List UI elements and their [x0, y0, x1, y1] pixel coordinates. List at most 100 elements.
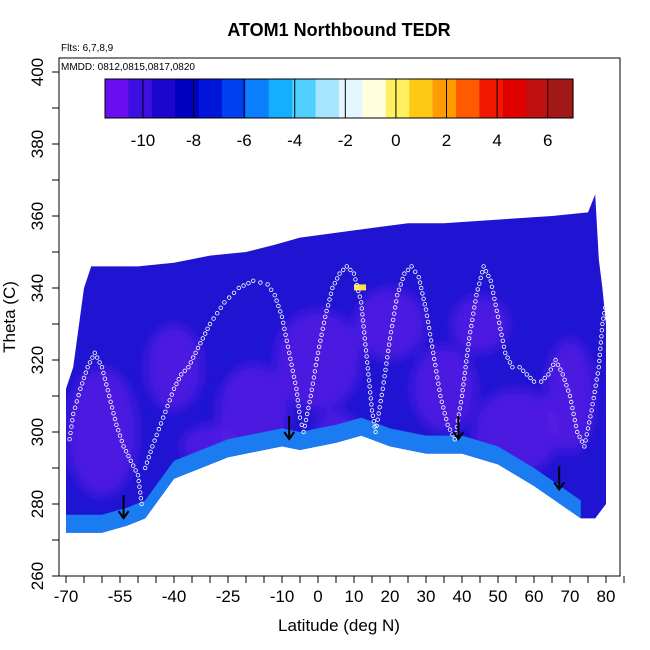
track-point [375, 417, 380, 422]
track-point [318, 338, 323, 343]
y-tick-label: 360 [28, 202, 47, 230]
track-point [94, 355, 100, 360]
colorbar-cell [315, 79, 340, 118]
track-point [598, 340, 604, 345]
track-point [354, 282, 360, 288]
track-point [599, 328, 605, 333]
x-tick-label: 30 [417, 587, 436, 606]
track-point [357, 294, 362, 299]
track-point [285, 344, 291, 349]
track-point [457, 406, 463, 411]
track-point [313, 362, 319, 368]
track-point [500, 338, 505, 343]
colorbar-tick-label: 2 [442, 131, 451, 150]
track-point [319, 332, 324, 337]
track-point [117, 433, 123, 438]
track-point [521, 368, 526, 373]
track-point [459, 393, 465, 399]
track-point [171, 386, 177, 391]
track-point [314, 356, 320, 362]
x-tick-label: -55 [108, 587, 133, 606]
track-point [193, 350, 198, 355]
track-point [79, 381, 85, 386]
track-point [360, 318, 366, 323]
track-point [335, 276, 340, 281]
track-point [600, 321, 605, 327]
track-point [524, 372, 529, 377]
track-point [363, 342, 368, 347]
track-point [416, 275, 421, 280]
track-point [566, 388, 571, 393]
track-point [571, 411, 576, 417]
track-point [163, 409, 168, 414]
track-point [398, 282, 403, 287]
track-point [395, 293, 400, 298]
track-point [231, 290, 237, 295]
track-point [430, 344, 435, 349]
track-point [474, 293, 479, 298]
track-point [587, 420, 592, 425]
track-point [585, 426, 591, 431]
track-point [135, 473, 141, 478]
track-point [477, 281, 482, 286]
track-point [465, 347, 470, 353]
colorbar-tick-labels: -10 -8 -6 -4 -2 0 2 4 6 [131, 131, 553, 150]
track-point [602, 311, 607, 316]
track-point [461, 382, 466, 387]
track-point [423, 307, 429, 312]
track-point [123, 449, 129, 454]
track-point [101, 370, 106, 376]
track-point [188, 360, 193, 365]
colorbar-tick-label: -2 [338, 131, 353, 150]
track-point [307, 399, 312, 405]
colorbar-cell [526, 79, 551, 118]
colorbar-cell [198, 79, 223, 118]
track-point [380, 386, 385, 391]
track-point [296, 403, 301, 409]
track-point [431, 350, 436, 355]
track-point [330, 285, 335, 291]
track-point [332, 281, 337, 286]
chart-title: ATOM1 Northbound TEDR [227, 20, 450, 40]
track-point [348, 267, 353, 273]
y-axis-label: Theta (C) [0, 281, 19, 353]
track-point [295, 398, 300, 403]
colorbar-tick-label: 0 [391, 131, 400, 150]
track-point [373, 429, 378, 435]
track-point [438, 393, 443, 399]
track-point [115, 428, 121, 433]
track-point [555, 362, 561, 367]
track-point [602, 305, 608, 310]
track-point [369, 408, 375, 413]
track-point [178, 372, 184, 377]
track-point [575, 429, 580, 435]
track-point [198, 341, 203, 346]
y-tick-label: 300 [28, 418, 47, 446]
track-point [293, 380, 298, 385]
track-point [207, 321, 213, 327]
track-point [283, 332, 288, 337]
track-point [389, 323, 395, 329]
near-surface-band [66, 417, 581, 533]
track-point [363, 348, 369, 353]
track-point [466, 342, 471, 347]
colorbar-cell [549, 79, 574, 118]
track-point [497, 320, 502, 325]
track-point [309, 387, 314, 392]
track-point [376, 411, 381, 416]
track-point [539, 379, 544, 384]
x-axis-label: Latitude (deg N) [278, 616, 400, 635]
track-point [562, 377, 567, 382]
track-point [130, 463, 136, 468]
x-tick-label: 20 [381, 587, 400, 606]
track-point [317, 344, 322, 349]
low-tedr-region [274, 309, 362, 411]
track-point [424, 313, 430, 318]
track-point [531, 379, 537, 384]
track-point [167, 398, 172, 403]
track-point [144, 460, 150, 465]
x-tick-label: 70 [561, 587, 580, 606]
track-point [434, 369, 439, 374]
track-point [478, 275, 483, 281]
arrow-head-icon [283, 431, 296, 441]
